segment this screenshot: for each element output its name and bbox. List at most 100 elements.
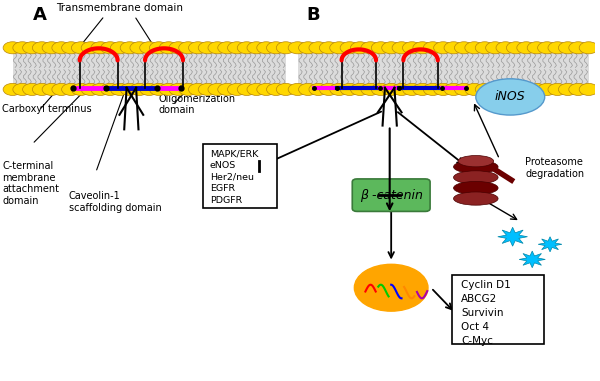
Circle shape xyxy=(81,42,100,54)
Circle shape xyxy=(159,42,178,54)
Circle shape xyxy=(257,83,276,96)
Circle shape xyxy=(23,42,41,54)
Circle shape xyxy=(101,42,119,54)
Circle shape xyxy=(288,83,307,96)
Text: Transmembrane domain: Transmembrane domain xyxy=(56,3,183,13)
Circle shape xyxy=(218,83,236,96)
Circle shape xyxy=(454,42,473,54)
Circle shape xyxy=(350,83,370,96)
Circle shape xyxy=(81,83,100,96)
Circle shape xyxy=(52,42,71,54)
Circle shape xyxy=(237,83,256,96)
Circle shape xyxy=(444,83,463,96)
Circle shape xyxy=(13,83,32,96)
Circle shape xyxy=(32,83,52,96)
FancyBboxPatch shape xyxy=(352,179,430,211)
Circle shape xyxy=(179,83,197,96)
Circle shape xyxy=(465,42,484,54)
Circle shape xyxy=(110,83,130,96)
Circle shape xyxy=(198,83,217,96)
Circle shape xyxy=(198,42,217,54)
Circle shape xyxy=(485,83,505,96)
Circle shape xyxy=(149,42,169,54)
Ellipse shape xyxy=(476,79,545,115)
Circle shape xyxy=(361,42,380,54)
Circle shape xyxy=(403,83,421,96)
Circle shape xyxy=(413,83,432,96)
Text: B: B xyxy=(307,6,320,24)
Circle shape xyxy=(3,83,22,96)
Text: Proteasome
degradation: Proteasome degradation xyxy=(525,157,584,179)
Circle shape xyxy=(403,42,421,54)
Circle shape xyxy=(350,42,370,54)
Circle shape xyxy=(299,42,317,54)
Polygon shape xyxy=(498,227,527,246)
Circle shape xyxy=(496,83,515,96)
Text: C-terminal
membrane
attachment
domain: C-terminal membrane attachment domain xyxy=(2,161,59,206)
Circle shape xyxy=(548,42,567,54)
Circle shape xyxy=(266,42,286,54)
Circle shape xyxy=(188,83,208,96)
Circle shape xyxy=(355,264,428,311)
Circle shape xyxy=(71,83,91,96)
Circle shape xyxy=(110,42,130,54)
Circle shape xyxy=(140,83,158,96)
Circle shape xyxy=(257,42,276,54)
Ellipse shape xyxy=(454,160,498,173)
Circle shape xyxy=(465,83,484,96)
Circle shape xyxy=(319,42,338,54)
Text: A: A xyxy=(34,6,47,24)
Text: MAPK/ERK
eNOS
Her2/neu
EGFR
PDGFR: MAPK/ERK eNOS Her2/neu EGFR PDGFR xyxy=(210,149,258,205)
Circle shape xyxy=(208,83,227,96)
Circle shape xyxy=(538,42,557,54)
Text: Carboxyl terminus: Carboxyl terminus xyxy=(2,104,92,114)
Circle shape xyxy=(382,42,401,54)
Circle shape xyxy=(149,83,169,96)
Circle shape xyxy=(62,83,80,96)
Circle shape xyxy=(423,42,442,54)
Circle shape xyxy=(309,42,328,54)
Circle shape xyxy=(569,42,588,54)
Circle shape xyxy=(392,42,411,54)
Circle shape xyxy=(506,83,526,96)
Circle shape xyxy=(548,83,567,96)
Circle shape xyxy=(91,42,110,54)
Circle shape xyxy=(208,42,227,54)
Text: Cyclin D1
ABCG2
Survivin
Oct 4
C-Myc: Cyclin D1 ABCG2 Survivin Oct 4 C-Myc xyxy=(461,280,511,346)
Circle shape xyxy=(538,83,557,96)
Circle shape xyxy=(517,42,536,54)
Circle shape xyxy=(371,83,390,96)
FancyBboxPatch shape xyxy=(203,144,277,208)
Circle shape xyxy=(485,42,505,54)
Polygon shape xyxy=(538,237,562,252)
Circle shape xyxy=(475,83,494,96)
Circle shape xyxy=(517,83,536,96)
Circle shape xyxy=(101,83,119,96)
Circle shape xyxy=(3,42,22,54)
Circle shape xyxy=(276,83,295,96)
Circle shape xyxy=(140,42,158,54)
Polygon shape xyxy=(519,251,545,268)
Circle shape xyxy=(579,83,598,96)
Ellipse shape xyxy=(458,155,494,167)
Circle shape xyxy=(340,42,359,54)
FancyBboxPatch shape xyxy=(452,275,544,344)
Circle shape xyxy=(91,83,110,96)
Circle shape xyxy=(42,83,61,96)
Circle shape xyxy=(42,42,61,54)
Circle shape xyxy=(330,42,349,54)
Circle shape xyxy=(527,83,546,96)
Ellipse shape xyxy=(454,181,498,195)
Circle shape xyxy=(169,42,188,54)
Circle shape xyxy=(475,42,494,54)
Circle shape xyxy=(247,42,266,54)
Circle shape xyxy=(276,42,295,54)
Text: Oligomerization
domain: Oligomerization domain xyxy=(158,94,235,115)
Circle shape xyxy=(130,83,149,96)
Circle shape xyxy=(527,42,546,54)
Circle shape xyxy=(423,83,442,96)
Circle shape xyxy=(52,83,71,96)
Text: β -catenin: β -catenin xyxy=(360,189,422,202)
Circle shape xyxy=(62,42,80,54)
Circle shape xyxy=(32,42,52,54)
